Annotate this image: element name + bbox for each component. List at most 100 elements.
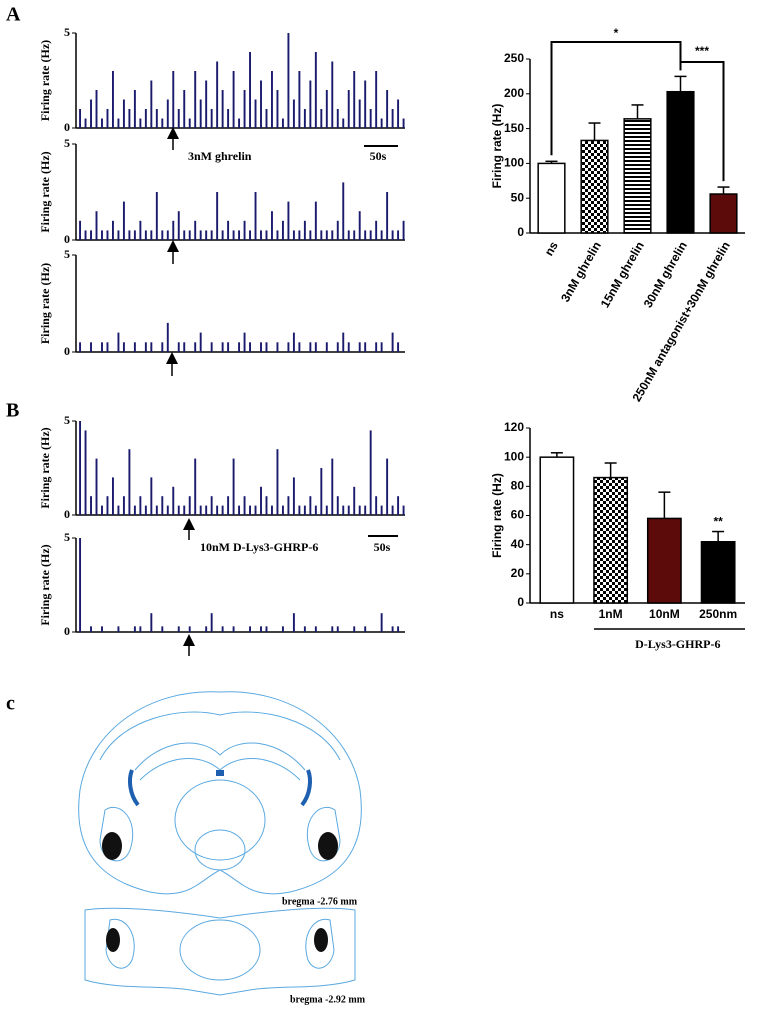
rate-bar: [133, 90, 136, 128]
y-tick-label: 60: [511, 508, 525, 522]
rate-bar: [375, 342, 378, 352]
rate-bar: [303, 109, 306, 128]
rate-bar: [314, 52, 317, 128]
y-axis-label: Firing rate (Hz): [490, 473, 504, 558]
rate-bar: [128, 109, 131, 128]
rate-bar: [402, 505, 405, 515]
y-tick-label: 40: [511, 537, 525, 551]
rate-bar: [188, 626, 191, 632]
rate-bar: [172, 486, 175, 515]
significance: ***: [695, 44, 709, 58]
rate-bar: [358, 211, 361, 240]
rate-bar: [320, 468, 323, 515]
y-tick-label: 100: [504, 156, 524, 170]
rate-bar: [161, 496, 164, 515]
rate-bar: [347, 342, 350, 352]
rate-bar: [331, 230, 334, 240]
rate-bar: [227, 342, 230, 352]
rate-bar: [128, 449, 131, 515]
rate-bar: [358, 99, 361, 128]
rate-bar: [199, 230, 202, 240]
rate-bar: [166, 230, 169, 240]
x-tick-label: ns: [550, 607, 564, 621]
rate-bar: [183, 505, 186, 515]
rate-bar: [161, 118, 164, 128]
rate-bar: [249, 230, 251, 240]
rate-bar: [249, 52, 251, 128]
rate-bar: [232, 230, 235, 240]
rate-bar: [194, 342, 197, 352]
rate-bar: [221, 505, 224, 515]
rate-bar: [188, 118, 191, 128]
bar: [646, 517, 682, 604]
rate-bar: [106, 230, 109, 240]
rate-bar: [177, 109, 180, 128]
brain-atlas: [78, 691, 362, 996]
rate-bar: [216, 192, 219, 240]
rate-bar: [391, 109, 394, 128]
rate-bar: [309, 230, 312, 240]
rate-bar: [106, 342, 109, 352]
y-tick-label: 5: [64, 413, 70, 427]
bar: [709, 193, 738, 234]
rate-bar: [380, 118, 383, 128]
rate-bar: [95, 90, 98, 128]
rate-bar: [199, 99, 202, 128]
significance-bracket: [680, 61, 725, 182]
rate-bar: [287, 33, 290, 128]
x-tick-label: 15nM ghrelin: [598, 239, 647, 310]
rate-bar: [95, 458, 98, 515]
rate-bar: [111, 220, 114, 240]
y-tick-label: 0: [64, 624, 70, 638]
rate-bar: [106, 496, 109, 515]
rate-bar: [205, 505, 208, 515]
rate-bar: [111, 477, 114, 515]
rate-bar: [144, 342, 147, 352]
rate-bar: [260, 486, 262, 515]
rate-bar: [391, 230, 394, 240]
rate-bar: [95, 211, 98, 240]
rate-bar: [79, 421, 82, 515]
rate-bar: [314, 342, 317, 352]
rate-bar: [232, 71, 235, 128]
bar: [580, 139, 609, 234]
rate-bar: [303, 505, 306, 515]
significance: **: [713, 515, 723, 529]
rate-bar: [287, 201, 290, 240]
rate-bar: [364, 342, 367, 352]
rate-bar: [309, 342, 312, 352]
rate-bar: [298, 71, 301, 128]
rate-bar: [391, 332, 394, 352]
y-tick-label: 0: [517, 595, 524, 609]
rate-bar: [380, 342, 383, 352]
rate-bar: [117, 626, 120, 632]
rate-bar: [265, 626, 268, 632]
rate-bar: [243, 496, 246, 515]
rate-bar: [101, 118, 103, 128]
rate-bar: [292, 230, 295, 240]
rate-bar: [172, 220, 175, 240]
rate-bar: [336, 496, 339, 515]
bar: [539, 456, 575, 604]
rate-bar: [298, 342, 301, 352]
atlas-label: bregma -2.92 mm: [290, 994, 366, 1005]
rate-bar: [84, 230, 87, 240]
rate-bar: [331, 458, 334, 515]
rate-bar: [369, 230, 372, 240]
rate-bar: [254, 505, 257, 515]
rate-bar: [161, 626, 164, 632]
rate-bar: [205, 80, 208, 128]
rate-bar: [221, 230, 224, 240]
rate-bar: [166, 505, 169, 515]
rate-bar: [342, 505, 345, 515]
rate-bar: [260, 80, 262, 128]
rate-bar: [265, 230, 268, 240]
rate-bar: [292, 477, 295, 515]
bar: [623, 118, 652, 234]
rate-bar: [353, 230, 356, 240]
rate-bar: [347, 90, 350, 128]
rate-bar: [309, 496, 312, 515]
rate-bar: [353, 71, 356, 128]
rate-bar: [238, 230, 241, 240]
rate-bar: [369, 430, 372, 515]
